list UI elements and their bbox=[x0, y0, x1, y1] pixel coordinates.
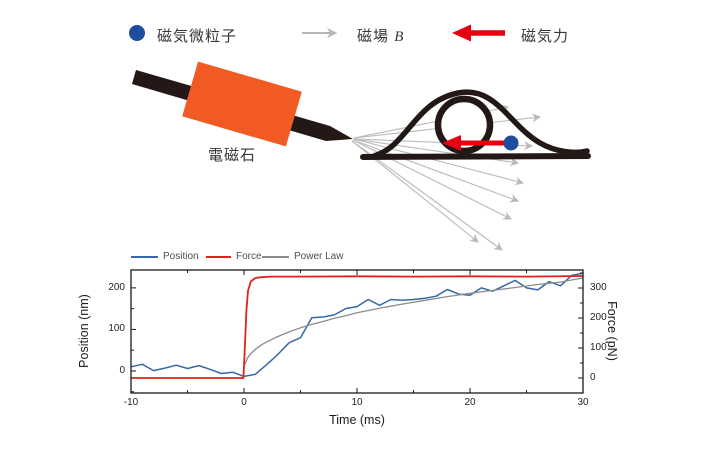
substrate-line bbox=[360, 153, 591, 160]
legend-force-text: 磁気力 bbox=[521, 28, 570, 45]
series-force bbox=[131, 275, 584, 379]
cell-drawing bbox=[360, 89, 591, 160]
legend-force-label: 磁気力 bbox=[521, 25, 569, 46]
chart-legend-force: Force bbox=[206, 251, 262, 262]
y-axis-title-left: Position (nm) bbox=[77, 294, 91, 368]
legend-field-label: 磁場 B bbox=[357, 25, 404, 46]
electromagnet-coil bbox=[182, 61, 302, 147]
force-arrow-icon bbox=[442, 135, 504, 151]
series-power-law bbox=[244, 277, 584, 365]
field-symbol: B bbox=[394, 29, 405, 45]
magnet-label: 電磁石 bbox=[207, 147, 256, 164]
cell-membrane bbox=[371, 89, 590, 159]
position-line-icon bbox=[131, 255, 158, 258]
nucleus bbox=[434, 95, 494, 155]
legend-particle-label: 磁気微粒子 bbox=[157, 25, 237, 46]
series-position bbox=[130, 272, 584, 378]
chart-legend-force-label: Force bbox=[236, 251, 262, 262]
chart-legend-powerlaw-label: Power Law bbox=[294, 251, 344, 262]
magnetic-bead bbox=[503, 135, 519, 151]
legend-particle-icon bbox=[129, 25, 145, 41]
legend-force-arrow-icon bbox=[452, 24, 505, 42]
legend-particle-text: 磁気微粒子 bbox=[157, 28, 238, 45]
y-axis-title-right: Force (pN) bbox=[605, 301, 619, 361]
force-line-icon bbox=[206, 255, 231, 258]
chart-legend-position: Position bbox=[131, 251, 199, 262]
plot-frame bbox=[130, 269, 584, 394]
legend-field-text: 磁場 bbox=[357, 28, 390, 45]
chart-legend-powerlaw: Power Law bbox=[262, 251, 343, 262]
chart-legend-position-label: Position bbox=[163, 251, 199, 262]
powerlaw-line-icon bbox=[262, 255, 289, 258]
field-line-icon bbox=[352, 139, 520, 203]
field-line-icon bbox=[353, 138, 525, 186]
x-axis-title: Time (ms) bbox=[329, 413, 385, 427]
